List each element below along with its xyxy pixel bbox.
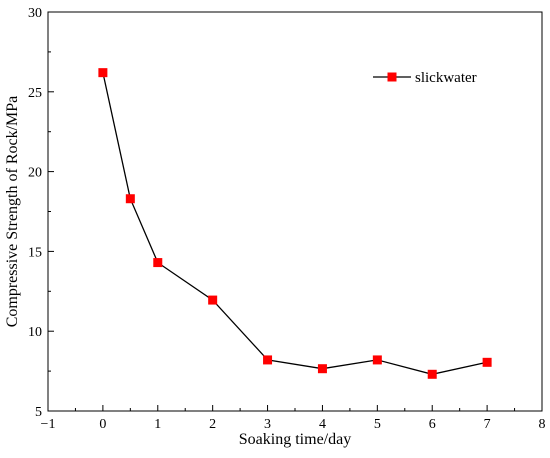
legend: slickwater (373, 70, 477, 86)
y-axis-ticks: 5 10 15 20 25 30 (28, 6, 54, 420)
data-point (125, 194, 135, 204)
x-tick-label: 1 (154, 417, 161, 432)
data-point (153, 258, 163, 268)
x-tick-label: 0 (99, 417, 106, 432)
data-point (372, 355, 382, 365)
x-tick-label: 7 (484, 417, 491, 432)
x-tick-label: 8 (539, 417, 546, 432)
x-tick-label: −1 (41, 417, 56, 432)
y-tick-label: 30 (28, 6, 42, 21)
legend-marker (387, 72, 397, 82)
y-tick-label: 25 (28, 86, 42, 101)
x-axis-ticks: −1 0 1 2 3 4 5 6 7 8 (41, 405, 546, 432)
x-tick-label: 4 (319, 417, 326, 432)
data-point (317, 364, 327, 374)
legend-label: slickwater (415, 70, 477, 86)
series-line-slickwater (102, 72, 488, 375)
x-tick-label: 3 (264, 417, 271, 432)
y-tick-label: 20 (28, 166, 42, 181)
data-point (208, 295, 218, 305)
x-axis-title: Soaking time/day (239, 431, 351, 448)
data-point (98, 68, 108, 78)
y-tick-label: 5 (35, 405, 42, 420)
x-tick-label: 5 (374, 417, 381, 432)
data-point (482, 357, 492, 367)
series-layer (98, 68, 492, 379)
x-tick-label: 2 (209, 417, 216, 432)
data-point (263, 355, 273, 365)
y-tick-label: 10 (28, 325, 42, 340)
data-point (427, 369, 437, 379)
y-tick-label: 15 (28, 245, 42, 260)
y-axis-title: Compressive Strength of Rock/MPa (4, 96, 21, 328)
x-tick-label: 6 (429, 417, 436, 432)
